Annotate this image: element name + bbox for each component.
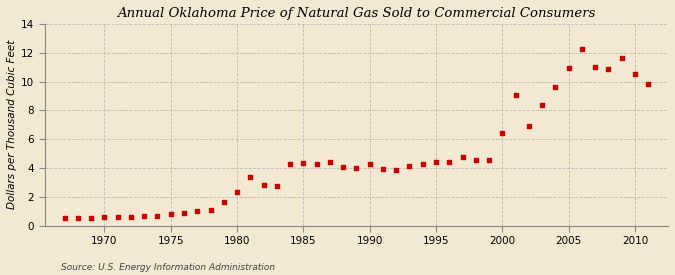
Point [431,160,441,164]
Point [259,183,269,188]
Title: Annual Oklahoma Price of Natural Gas Sold to Commercial Consumers: Annual Oklahoma Price of Natural Gas Sol… [117,7,595,20]
Point [470,158,481,162]
Point [364,162,375,167]
Point [351,166,362,170]
Text: Source: U.S. Energy Information Administration: Source: U.S. Energy Information Administ… [61,263,275,271]
Point [179,210,190,215]
Point [483,158,494,162]
Point [152,213,163,218]
Point [563,66,574,70]
Point [232,190,242,195]
Point [192,209,202,213]
Point [59,216,70,221]
Point [417,161,428,166]
Point [99,215,110,220]
Point [616,56,627,61]
Point [298,161,308,165]
Point [165,212,176,216]
Point [576,47,587,51]
Point [285,161,296,166]
Point [457,155,468,160]
Point [325,160,335,164]
Point [523,124,534,128]
Point [550,84,561,89]
Point [391,168,402,172]
Point [377,167,388,172]
Point [404,164,415,168]
Point [126,214,136,219]
Point [205,208,216,212]
Y-axis label: Dollars per Thousand Cubic Feet: Dollars per Thousand Cubic Feet [7,40,17,210]
Point [497,131,508,136]
Point [603,67,614,72]
Point [139,214,150,218]
Point [630,72,641,76]
Point [219,200,230,204]
Point [86,216,97,220]
Point [311,161,322,166]
Point [444,160,455,164]
Point [590,65,601,69]
Point [537,103,547,108]
Point [510,92,521,97]
Point [338,164,348,169]
Point [271,184,282,188]
Point [112,215,123,219]
Point [245,174,256,179]
Point [72,216,83,220]
Point [643,82,653,87]
